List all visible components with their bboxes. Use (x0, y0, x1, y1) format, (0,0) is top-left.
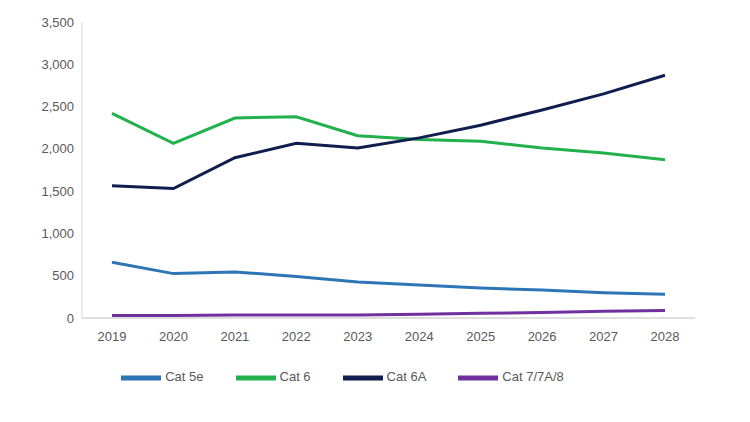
svg-text:2027: 2027 (589, 329, 618, 344)
svg-text:3,500: 3,500 (41, 15, 74, 30)
svg-text:2024: 2024 (405, 329, 434, 344)
svg-text:2025: 2025 (466, 329, 495, 344)
svg-text:2,000: 2,000 (41, 141, 74, 156)
svg-text:2019: 2019 (98, 329, 127, 344)
svg-text:3,000: 3,000 (41, 57, 74, 72)
html-text:Cat 7/7A/8: Cat 7/7A/8 (502, 369, 564, 385)
svg-text:1,500: 1,500 (41, 184, 74, 199)
html-text:Cat 6A: Cat 6A (386, 369, 427, 385)
svg-text:2020: 2020 (159, 329, 188, 344)
html-text:Cat 6: Cat 6 (279, 369, 311, 385)
svg-text:2022: 2022 (282, 329, 311, 344)
svg-text:2021: 2021 (220, 329, 249, 344)
svg-text:2023: 2023 (343, 329, 372, 344)
svg-text:500: 500 (52, 268, 74, 283)
svg-text:2028: 2028 (651, 329, 680, 344)
svg-text:0: 0 (67, 311, 74, 326)
svg-text:2,500: 2,500 (41, 99, 74, 114)
svg-text:2026: 2026 (528, 329, 557, 344)
html-text:Cat 5e: Cat 5e (165, 369, 204, 385)
svg-text:1,000: 1,000 (41, 226, 74, 241)
